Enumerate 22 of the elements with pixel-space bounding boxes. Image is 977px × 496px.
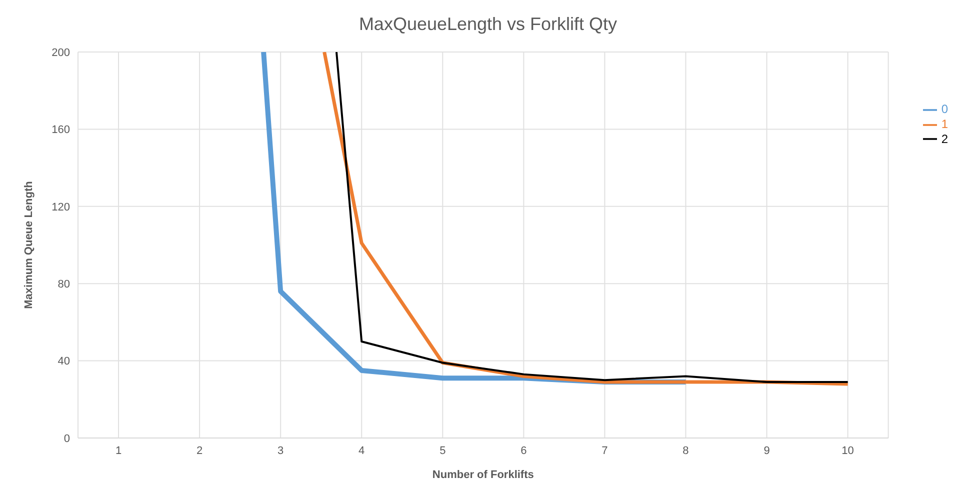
x-tick-label: 1 [115,444,122,457]
x-tick-label: 4 [358,444,365,457]
x-tick-label: 5 [440,444,446,457]
y-tick-label: 120 [52,201,70,214]
legend-label: 0 [941,102,948,116]
legend-label: 1 [941,116,948,131]
y-tick-label: 200 [52,46,70,59]
y-axis-title: Maximum Queue Length [22,180,35,309]
y-tick-label: 80 [58,278,70,291]
y-tick-label: 160 [52,124,70,136]
x-tick-label: 2 [196,444,203,457]
x-tick-label: 7 [602,444,608,457]
x-axis-title: Number of Forklifts [432,469,534,481]
chart-title: MaxQueueLength vs Forklift Qty [358,13,618,36]
legend-label: 2 [941,132,948,146]
x-tick-label: 9 [764,444,770,457]
y-tick-label: 40 [58,356,70,368]
x-tick-label: 3 [278,444,284,457]
x-tick-label: 8 [682,444,689,457]
x-tick-label: 6 [520,444,527,457]
x-tick-label: 10 [842,444,854,457]
y-tick-label: 0 [64,432,70,445]
